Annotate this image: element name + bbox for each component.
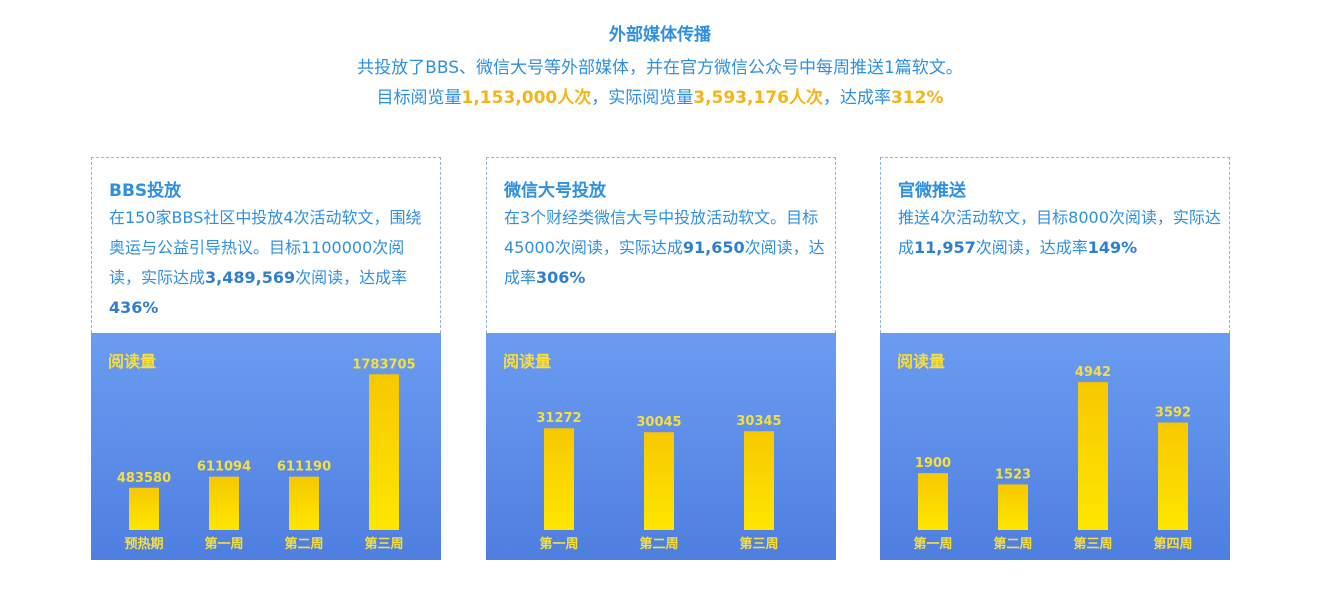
card-rate-value: 149% [1087,238,1138,257]
bar-value-label: 611094 [197,460,251,475]
card-body-text: 在150家BBS社区中投放4次活动软文，围绕奥运与公益引导热议。目标110000… [109,208,422,287]
bar [1158,422,1188,530]
bar [289,476,319,530]
card-text-area: 微信大号投放 在3个财经类微信大号中投放活动软文。目标45000次阅读，实际达成… [486,157,836,333]
bar-value-label: 1900 [915,456,951,471]
card-body: 在3个财经类微信大号中投放活动软文。目标45000次阅读，实际达成91,650次… [504,203,829,293]
category-label: 第一周 [204,536,243,552]
bar-chart-official: 阅读量 1900 第一周 1523 第二周 4942 第三周 3592 第四周 [880,333,1230,560]
card-title: 微信大号投放 [504,181,606,201]
header-summary: 目标阅览量1,153,000人次，实际阅览量3,593,176人次，达成率312… [0,83,1320,108]
category-label: 预热期 [124,536,163,552]
category-label: 第二周 [993,536,1032,552]
card-body: 在150家BBS社区中投放4次活动软文，围绕奥运与公益引导热议。目标110000… [109,203,434,323]
card-rate-value: 306% [536,268,586,287]
summary-rate-label: ，达成率 [822,88,891,108]
bar [998,484,1028,530]
category-label: 第一周 [913,536,952,552]
category-label: 第三周 [1073,536,1112,552]
bar [209,476,239,530]
bar-chart-wechat: 阅读量 31272 第一周 30045 第二周 30345 第三周 [486,333,836,560]
summary-target-value: 1,153,000人次 [461,88,592,108]
bar-value-label: 3592 [1155,405,1191,420]
card-official-wechat: 官微推送 推送4次活动软文，目标8000次阅读，实际达成11,957次阅读，达成… [880,157,1230,560]
summary-rate-value: 312% [890,88,944,108]
card-actual-value: 91,650 [682,238,745,257]
bar-value-label: 611190 [277,460,331,475]
bar-value-label: 483580 [117,471,171,486]
card-body-text: 推送4次活动软文，目标8000次阅读，实际达成 [898,208,1221,257]
card-body-text: 在3个财经类微信大号中投放活动软文。目标45000次阅读，实际达成 [504,208,819,257]
bar [744,431,774,530]
card-text-area: BBS投放 在150家BBS社区中投放4次活动软文，围绕奥运与公益引导热议。目标… [91,157,441,333]
chart-svg: 31272 第一周 30045 第二周 30345 第三周 [536,411,781,552]
bar [544,428,574,530]
chart-ylabel: 阅读量 [897,352,946,371]
category-label: 第三周 [364,536,403,552]
card-actual-value: 3,489,569 [205,268,296,287]
card-bbs: BBS投放 在150家BBS社区中投放4次活动软文，围绕奥运与公益引导热议。目标… [91,157,441,560]
bar [369,374,399,530]
summary-target-label: 目标阅览量 [376,88,462,108]
chart-svg: 483580 预热期 611094 第一周 611190 第二周 1783705 第三周 [117,357,416,552]
category-label: 第二周 [639,536,678,552]
header-description: 共投放了BBS、微信大号等外部媒体，并在官方微信公众号中每周推送1篇软文。 [357,58,963,78]
category-label: 第三周 [739,536,778,552]
category-label: 第二周 [284,536,323,552]
card-body: 推送4次活动软文，目标8000次阅读，实际达成11,957次阅读，达成率149% [898,203,1223,263]
summary-actual-value: 3,593,176人次 [693,88,823,108]
chart-svg: 1900 第一周 1523 第二周 4942 第三周 3592 第四周 [913,365,1192,552]
card-rate-label: 次阅读，达成率 [295,268,408,287]
bar-value-label: 30045 [636,415,681,430]
chart-ylabel: 阅读量 [503,352,552,371]
summary-actual-label: ，实际阅览量 [591,88,694,108]
card-wechat-influencer: 微信大号投放 在3个财经类微信大号中投放活动软文。目标45000次阅读，实际达成… [486,157,836,560]
category-label: 第一周 [539,536,578,552]
bar-value-label: 4942 [1075,365,1111,380]
page-title: 外部媒体传播 [609,25,711,45]
bar [644,432,674,530]
card-rate-label: 次阅读，达成率 [504,238,825,287]
bar [1078,382,1108,530]
bar-value-label: 31272 [536,411,581,426]
bar-value-label: 1783705 [352,357,415,372]
category-label: 第四周 [1153,536,1192,552]
card-actual-value: 11,957 [914,238,976,257]
card-text-area: 官微推送 推送4次活动软文，目标8000次阅读，实际达成11,957次阅读，达成… [880,157,1230,333]
bar-chart-bbs: 阅读量 483580 预热期 611094 第一周 611190 第二周 1783705 第三… [91,333,441,560]
bar [918,473,948,530]
chart-ylabel: 阅读量 [108,352,157,371]
card-rate-label: 次阅读，达成率 [975,238,1088,257]
bar-value-label: 30345 [736,414,781,429]
card-title: 官微推送 [898,181,966,201]
card-title: BBS投放 [109,181,182,201]
bar-value-label: 1523 [995,467,1031,482]
card-rate-value: 436% [109,298,159,317]
bar [129,487,159,530]
